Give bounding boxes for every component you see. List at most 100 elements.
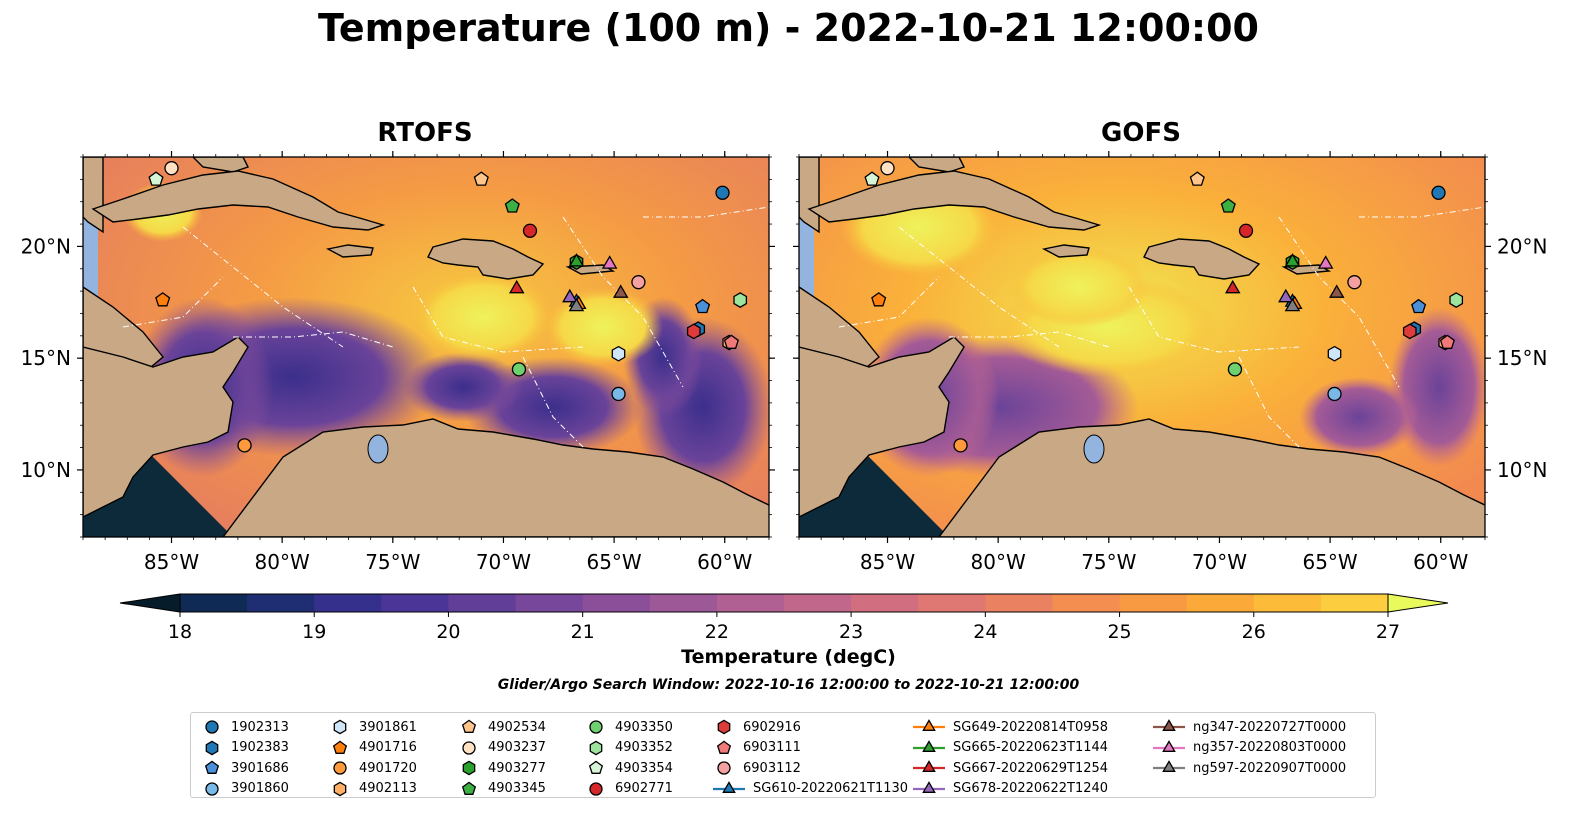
legend-marker bbox=[589, 720, 603, 734]
argo-4903354 bbox=[864, 171, 880, 186]
legend-entry: 4902534 bbox=[456, 717, 546, 738]
legend-label: 1902383 bbox=[231, 740, 289, 756]
legend-entry: ng357-20220803T0000 bbox=[1151, 738, 1346, 759]
argo-4901716 bbox=[155, 292, 171, 307]
legend-marker bbox=[722, 780, 736, 793]
glider-SG667-20220629T1254 bbox=[508, 279, 525, 294]
legend-marker bbox=[1162, 739, 1176, 752]
legend-entry: SG678-20220622T1240 bbox=[911, 779, 1108, 800]
argo-legend-icon bbox=[462, 741, 476, 755]
legend-marker bbox=[589, 782, 603, 796]
glider-legend-icon bbox=[913, 739, 945, 752]
argo-4903237 bbox=[164, 161, 179, 176]
legend-entry: 4903237 bbox=[456, 738, 546, 759]
eez-boundary bbox=[1359, 206, 1485, 218]
argo-legend-icon bbox=[332, 740, 348, 754]
argo-4903237 bbox=[880, 161, 895, 176]
x-tick-label: 80°W bbox=[971, 550, 1026, 574]
legend-label: 3901861 bbox=[359, 719, 417, 735]
colorbar: 18 19 20 21 22 23 24 25 26 27 bbox=[119, 593, 1449, 640]
colorbar-bin bbox=[918, 594, 986, 612]
y-tick-label: 15°N bbox=[21, 346, 71, 370]
legend-marker bbox=[332, 740, 348, 754]
x-tick-label: 60°W bbox=[697, 550, 752, 574]
eez-boundary bbox=[898, 226, 1060, 348]
legend-marker bbox=[922, 719, 936, 732]
argo-3901686 bbox=[1411, 298, 1427, 314]
colorbar-bin bbox=[314, 594, 382, 612]
colorbar-tick-label: 21 bbox=[571, 621, 595, 640]
colorbar-bin bbox=[1119, 594, 1188, 612]
legend-label: 4903345 bbox=[488, 781, 546, 797]
legend-marker bbox=[462, 760, 476, 776]
eez-boundary bbox=[233, 331, 394, 348]
colorbar-tick-label: 19 bbox=[302, 621, 326, 640]
legend-label: ng357-20220803T0000 bbox=[1193, 740, 1347, 756]
argo-3901860 bbox=[1327, 386, 1342, 402]
legend-marker bbox=[717, 719, 731, 735]
argo-legend-icon bbox=[717, 761, 731, 775]
glider-ng347-20220727T0000 bbox=[612, 284, 629, 298]
argo-4903352 bbox=[733, 292, 748, 308]
legend-column: SG649-20220814T0958 SG665-20220623T1144 SG… bbox=[911, 717, 1108, 799]
colorbar-tick-label: 24 bbox=[973, 621, 997, 640]
legend-marker bbox=[462, 741, 476, 755]
argo-4903350 bbox=[511, 362, 527, 377]
rtofs-map: 85°W 80°W 75°W 70°W 65°W 60°W 20°N 15°N 10°N bbox=[21, 151, 775, 574]
legend-column: 6902916 6903111 6903112 SG610-20220621T1130 bbox=[711, 717, 908, 799]
glider-ng597-20220907T0000 bbox=[1284, 297, 1301, 312]
legend-marker bbox=[333, 719, 347, 735]
legend-column: 4903350 4903352 4903354 6902771 bbox=[583, 717, 673, 799]
warm-anomaly bbox=[1009, 247, 1149, 327]
x-tick-label: 70°W bbox=[1192, 550, 1247, 574]
legend-entry: SG649-20220814T0958 bbox=[911, 717, 1108, 738]
legend-entry: 4903354 bbox=[583, 758, 673, 779]
legend-entry: 3901686 bbox=[199, 758, 289, 779]
argo-4903345 bbox=[1220, 198, 1236, 213]
lake bbox=[367, 434, 389, 464]
legend-marker bbox=[589, 740, 603, 756]
glider-SG678-20220622T1240 bbox=[1278, 288, 1294, 303]
argo-4901720 bbox=[237, 438, 252, 453]
glider-ng347-20220727T0000 bbox=[1328, 284, 1345, 298]
search-window-text: Glider/Argo Search Window: 2022-10-16 12… bbox=[497, 677, 1080, 693]
x-tick-label: 65°W bbox=[586, 550, 641, 574]
legend-marker bbox=[333, 781, 347, 797]
gofs-map: 85°W 80°W 75°W 70°W 65°W 60°W 20°N 15°N 10°N bbox=[793, 151, 1547, 574]
argo-1902313 bbox=[1431, 185, 1446, 200]
argo-4903352 bbox=[1449, 292, 1464, 308]
eez-boundary bbox=[949, 331, 1110, 348]
legend-marker bbox=[333, 761, 347, 775]
legend-label: SG678-20220622T1240 bbox=[953, 781, 1109, 797]
legend-label: SG610-20220621T1130 bbox=[753, 781, 909, 797]
colorbar-bin bbox=[381, 594, 450, 612]
legend-label: 4903354 bbox=[615, 760, 673, 776]
eez-boundary bbox=[1128, 286, 1300, 353]
cool-anomaly bbox=[1299, 377, 1419, 457]
argo-4903354 bbox=[148, 171, 164, 186]
argo-6902771 bbox=[522, 223, 538, 238]
figure-title: Temperature (100 m) - 2022-10-21 12:00:0… bbox=[317, 6, 1259, 50]
legend-label: 6902916 bbox=[743, 719, 801, 735]
legend-entry: ng597-20220907T0000 bbox=[1151, 758, 1346, 779]
colorbar-bin bbox=[851, 594, 919, 612]
legend-entry: 4903277 bbox=[456, 758, 546, 779]
warm-anomaly bbox=[543, 287, 663, 367]
colorbar-label: Temperature (degC) bbox=[681, 646, 896, 668]
x-tick-label: 70°W bbox=[476, 550, 531, 574]
legend-entry: 6903111 bbox=[711, 738, 908, 759]
legend-column: ng347-20220727T0000 ng357-20220803T0000 ng… bbox=[1151, 717, 1346, 779]
colorbar-bin bbox=[515, 594, 584, 612]
colorbar-bin bbox=[1320, 594, 1389, 612]
colorbar-bin bbox=[784, 594, 852, 612]
colorbar-extend-low bbox=[119, 593, 181, 613]
legend-label: 4903277 bbox=[488, 760, 546, 776]
legend-marker bbox=[205, 720, 219, 734]
legend-label: ng597-20220907T0000 bbox=[1193, 760, 1347, 776]
legend-label: SG665-20220623T1144 bbox=[953, 740, 1109, 756]
glider-legend-icon bbox=[713, 780, 745, 793]
colorbar-bin bbox=[1052, 594, 1121, 612]
legend-marker bbox=[204, 760, 220, 775]
legend-entry: 4903350 bbox=[583, 717, 673, 738]
argo-legend-icon bbox=[588, 760, 604, 775]
